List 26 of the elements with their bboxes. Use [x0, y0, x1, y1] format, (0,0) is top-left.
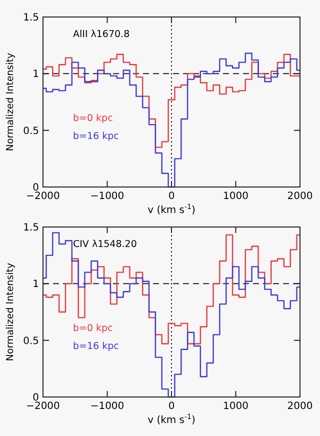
x-tick-label: 2000 [287, 401, 313, 412]
series-label: b=0 kpc [73, 323, 113, 334]
y-tick-label: 1 [32, 69, 39, 80]
x-tick-label: −2000 [26, 401, 60, 412]
y-tick-label: 0.5 [23, 126, 39, 137]
text: b=0 kpc [73, 113, 113, 124]
x-tick-label: −1000 [90, 401, 124, 412]
y-tick-label: 0.5 [23, 336, 39, 347]
x-tick-label: −2000 [26, 191, 60, 202]
y-tick-label: 1.5 [23, 12, 39, 24]
y-axis-title: Normalized Intensity [5, 262, 16, 362]
text: CIV λ1548.20 [73, 239, 137, 250]
x-tick-label: 1000 [223, 191, 248, 202]
y-tick-label: 1 [32, 279, 39, 290]
x-tick-label: 0 [168, 191, 175, 202]
text: b=16 kpc [73, 131, 119, 142]
text: AlII λ1670.8 [73, 29, 130, 40]
x-axis-title: v (km s$^{-1}$) [148, 203, 196, 216]
y-axis-title: Normalized Intensity [5, 52, 16, 152]
x-tick-label: 0 [168, 401, 175, 412]
x-tick-label: 1000 [223, 401, 248, 412]
y-tick-label: 1.5 [23, 222, 39, 234]
x-tick-label: −1000 [90, 191, 124, 202]
x-tick-label: 2000 [287, 191, 313, 202]
x-axis-title: v (km s$^{-1}$) [148, 413, 196, 426]
text: b=16 kpc [73, 341, 119, 352]
